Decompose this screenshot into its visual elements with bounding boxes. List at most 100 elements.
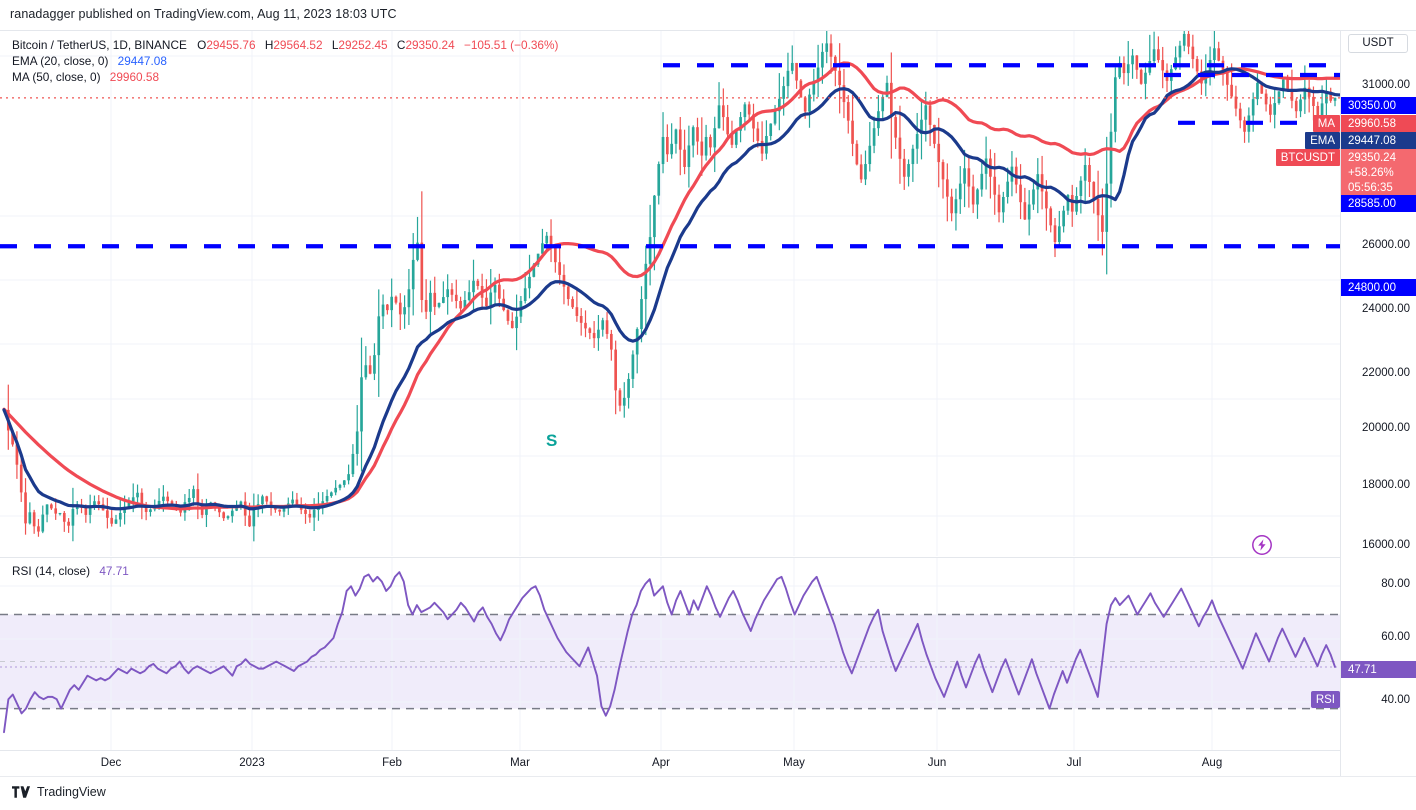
candle-body bbox=[463, 300, 467, 309]
candle-body bbox=[377, 316, 381, 356]
candle-body bbox=[976, 189, 979, 205]
time-axis[interactable]: Dec 2023 Feb Mar Apr May Jun Jul Aug bbox=[0, 750, 1340, 776]
candle-body bbox=[498, 284, 501, 299]
candle-body bbox=[32, 512, 36, 527]
ema-price-badge[interactable]: 29447.08 bbox=[1341, 132, 1416, 149]
candle-body bbox=[1088, 165, 1091, 182]
candle-body bbox=[1269, 104, 1272, 115]
candle-body bbox=[937, 143, 941, 163]
candle-body bbox=[1178, 45, 1182, 58]
candle-body bbox=[743, 104, 747, 118]
candle-body bbox=[19, 464, 23, 493]
candle-body bbox=[510, 320, 514, 329]
candle-body bbox=[114, 519, 118, 524]
time-label: Mar bbox=[510, 757, 530, 769]
candle-body bbox=[1122, 62, 1126, 74]
candle-body bbox=[696, 127, 699, 142]
candle-body bbox=[15, 444, 19, 465]
tradingview-logo[interactable]: TradingView bbox=[12, 785, 106, 799]
candle-body bbox=[859, 164, 863, 180]
candle-body bbox=[390, 296, 394, 311]
candle-body bbox=[131, 497, 135, 503]
candle-body bbox=[1234, 96, 1238, 109]
rsi-tick: 80.00 bbox=[1381, 578, 1410, 590]
candle-body bbox=[1062, 210, 1065, 227]
candle-body bbox=[381, 304, 385, 317]
price-tick: 24000.00 bbox=[1362, 303, 1410, 315]
change-pct-badge[interactable]: +58.26% bbox=[1341, 166, 1416, 180]
candle-body bbox=[394, 296, 398, 303]
support-24800-badge[interactable]: 24800.00 bbox=[1341, 279, 1416, 296]
symbol-tag[interactable]: BTCUSDT bbox=[1275, 149, 1340, 166]
countdown-badge[interactable]: 05:56:35 bbox=[1341, 180, 1416, 195]
lightning-bolt-icon[interactable] bbox=[1251, 534, 1273, 556]
candle-body bbox=[1049, 208, 1053, 226]
candle-body bbox=[110, 517, 114, 524]
candle-body bbox=[278, 509, 282, 512]
candle-body bbox=[476, 280, 480, 286]
rsi-value-badge[interactable]: 47.71 bbox=[1341, 661, 1416, 678]
candle-body bbox=[144, 506, 148, 512]
candle-body bbox=[795, 62, 798, 81]
candle-body bbox=[295, 499, 299, 505]
time-label: Dec bbox=[100, 757, 122, 769]
candle-body bbox=[941, 162, 945, 180]
rsi-series-tag[interactable]: RSI bbox=[1310, 691, 1340, 708]
candle-body bbox=[187, 497, 191, 503]
legend-l-value: 29252.45 bbox=[338, 38, 388, 52]
candle-body bbox=[838, 70, 841, 86]
candle-body bbox=[717, 105, 721, 129]
candle-body bbox=[118, 512, 122, 520]
ma-tag[interactable]: MA bbox=[1312, 115, 1340, 132]
candle-body bbox=[398, 302, 402, 315]
candle-body bbox=[958, 183, 962, 200]
legend-symbol-row: Bitcoin / TetherUS, 1D, BINANCE O29455.7… bbox=[12, 37, 558, 53]
candle-body bbox=[424, 300, 428, 312]
candle-body bbox=[562, 274, 566, 287]
candle-body bbox=[554, 246, 557, 263]
candle-body bbox=[734, 130, 738, 145]
rsi-legend[interactable]: RSI (14, close) 47.71 bbox=[12, 564, 129, 578]
candle-body bbox=[726, 117, 729, 135]
price-scale[interactable]: 31000.00 26000.00 24000.00 22000.00 20000.00… bbox=[1341, 31, 1416, 776]
price-pane[interactable]: S bbox=[0, 31, 1340, 556]
candle-body bbox=[360, 377, 363, 432]
candle-body bbox=[230, 510, 234, 517]
legend-change: −105.51 (−0.36%) bbox=[463, 38, 559, 52]
candle-body bbox=[62, 512, 66, 522]
last-price-badge[interactable]: 29350.24 bbox=[1341, 149, 1416, 166]
candle-body bbox=[338, 484, 342, 488]
candle-body bbox=[127, 502, 131, 507]
candle-body bbox=[842, 85, 846, 103]
candle-body bbox=[803, 97, 807, 112]
candle-body bbox=[648, 237, 652, 264]
time-label: Jun bbox=[927, 757, 947, 769]
candle-body bbox=[1225, 72, 1229, 85]
time-label: Aug bbox=[1201, 757, 1223, 769]
ma-price-badge[interactable]: 29960.58 bbox=[1341, 115, 1416, 132]
candle-body bbox=[1045, 191, 1048, 209]
candle-body bbox=[614, 349, 617, 391]
candle-body bbox=[523, 288, 527, 301]
candle-body bbox=[889, 82, 893, 118]
resistance-30350-badge[interactable]: 30350.00 bbox=[1341, 97, 1416, 114]
candle-body bbox=[93, 501, 96, 507]
legend-ma-row[interactable]: MA (50, close, 0) 29960.58 bbox=[12, 69, 558, 85]
candle-body bbox=[610, 333, 613, 350]
candle-body bbox=[261, 496, 264, 505]
candle-body bbox=[192, 489, 195, 498]
support-28585-badge[interactable]: 28585.00 bbox=[1341, 195, 1416, 212]
ema-tag[interactable]: EMA bbox=[1305, 132, 1340, 149]
legend-ema-row[interactable]: EMA (20, close, 0) 29447.08 bbox=[12, 53, 558, 69]
candle-body bbox=[407, 289, 411, 308]
candle-body bbox=[1092, 181, 1096, 199]
rsi-pane[interactable]: RSI (14, close) 47.71 bbox=[0, 557, 1340, 750]
candle-body bbox=[605, 320, 609, 334]
candle-body bbox=[170, 501, 174, 505]
currency-button[interactable]: USDT bbox=[1348, 34, 1408, 53]
candle-body bbox=[355, 431, 359, 454]
candle-body bbox=[41, 514, 45, 532]
candle-body bbox=[898, 137, 902, 159]
rsi-line bbox=[3, 571, 1336, 734]
